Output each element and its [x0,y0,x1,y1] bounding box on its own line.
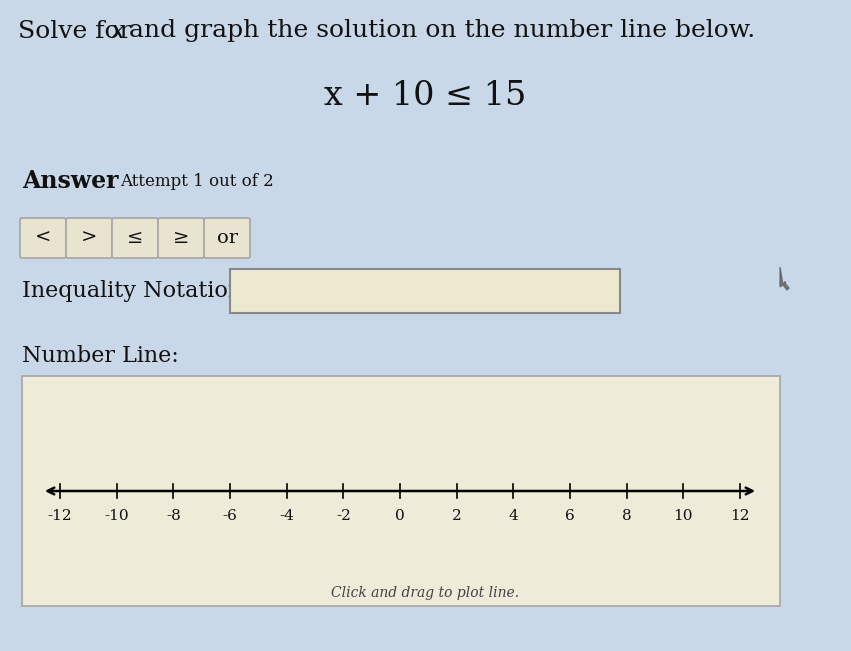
Text: <: < [35,229,51,247]
FancyBboxPatch shape [112,218,158,258]
Text: ≥: ≥ [173,229,189,247]
Text: Answer: Answer [22,169,118,193]
FancyBboxPatch shape [20,218,66,258]
Text: Solve for: Solve for [18,20,140,42]
Text: and graph the solution on the number line below.: and graph the solution on the number lin… [121,20,755,42]
FancyBboxPatch shape [230,269,620,313]
Text: >: > [81,229,97,247]
FancyBboxPatch shape [158,218,204,258]
Text: ≤: ≤ [127,229,143,247]
Text: -6: -6 [223,509,237,523]
Text: -8: -8 [166,509,180,523]
Text: Click and drag to plot line.: Click and drag to plot line. [331,586,519,600]
Text: 12: 12 [730,509,750,523]
FancyBboxPatch shape [66,218,112,258]
Text: x: x [111,20,125,42]
FancyBboxPatch shape [204,218,250,258]
Text: -2: -2 [336,509,351,523]
Text: Attempt 1 out of 2: Attempt 1 out of 2 [120,173,274,189]
Text: 10: 10 [674,509,693,523]
FancyBboxPatch shape [22,376,780,606]
Text: or: or [216,229,237,247]
Text: 6: 6 [565,509,575,523]
Text: 8: 8 [622,509,631,523]
Text: -10: -10 [105,509,129,523]
Text: 4: 4 [508,509,518,523]
Polygon shape [780,267,789,290]
Text: 2: 2 [452,509,461,523]
Text: Number Line:: Number Line: [22,345,179,367]
Text: -12: -12 [48,509,72,523]
Text: -4: -4 [279,509,294,523]
Text: Inequality Notation:: Inequality Notation: [22,280,249,302]
Text: x + 10 ≤ 15: x + 10 ≤ 15 [324,80,526,112]
Text: 0: 0 [395,509,405,523]
